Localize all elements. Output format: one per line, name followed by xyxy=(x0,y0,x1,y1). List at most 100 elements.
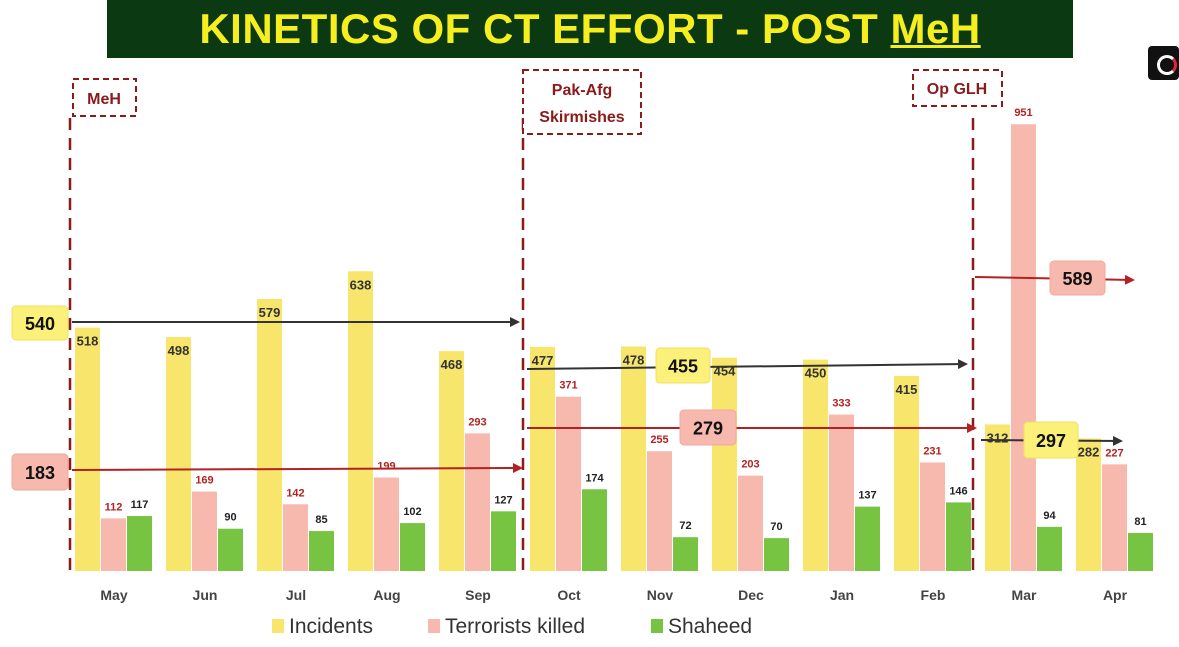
bar-incidents-feb xyxy=(894,376,919,571)
x-axis-labels: May Jun Jul Aug Sep Oct Nov Dec Jan Feb Mar Apr xyxy=(100,587,1127,603)
data-label-shaheed-mar: 94 xyxy=(1043,510,1056,522)
legend-label-shaheed: Shaheed xyxy=(668,615,752,638)
data-label-terrorists-killed-aug: 199 xyxy=(377,461,395,473)
channel-logo-icon xyxy=(1148,46,1179,80)
data-label-shaheed-nov: 72 xyxy=(679,520,691,532)
data-label-incidents-sep: 468 xyxy=(441,357,463,372)
bar-incidents-jul xyxy=(257,298,282,571)
bar-shaheed-feb xyxy=(946,502,971,571)
x-tick-label-nov: Nov xyxy=(647,587,674,603)
bar-incidents-jun xyxy=(166,337,191,571)
average-badge-text-455: 455 xyxy=(668,357,698,377)
average-badge-589 xyxy=(1049,260,1106,296)
bar-shaheed-sep xyxy=(491,511,516,571)
chart-title-underlined: MeH xyxy=(890,5,981,52)
data-label-shaheed-dec: 70 xyxy=(770,521,782,533)
bar-terrorists-killed-jan xyxy=(829,414,854,571)
title-bar: KINETICS OF CT EFFORT - POST MeH xyxy=(107,0,1073,58)
average-badge-540 xyxy=(11,305,69,341)
data-label-terrorists-killed-jul: 142 xyxy=(286,487,304,499)
legend-swatch-shaheed xyxy=(651,619,663,633)
chart-title: KINETICS OF CT EFFORT - POST MeH xyxy=(199,5,980,53)
bar-incidents-oct xyxy=(530,346,555,571)
average-line-183 xyxy=(71,463,523,474)
x-tick-label-dec: Dec xyxy=(738,587,764,603)
average-badge-text-589: 589 xyxy=(1062,269,1092,289)
data-label-terrorists-killed-mar: 951 xyxy=(1014,107,1032,119)
data-label-shaheed-feb: 146 xyxy=(949,485,967,497)
average-badge-text-297: 297 xyxy=(1036,431,1066,451)
bar-terrorists-killed-nov xyxy=(647,451,672,571)
data-label-shaheed-oct: 174 xyxy=(585,472,604,484)
bar-shaheed-jan xyxy=(855,506,880,571)
data-label-shaheed-sep: 127 xyxy=(494,494,512,506)
data-label-incidents-jul: 579 xyxy=(259,305,281,320)
data-label-shaheed-aug: 102 xyxy=(403,506,421,518)
data-label-incidents-apr: 282 xyxy=(1078,445,1100,460)
bar-terrorists-killed-feb xyxy=(920,462,945,571)
legend: Incidents Terrorists killed Shaheed xyxy=(272,615,752,638)
bar-terrorists-killed-may xyxy=(101,518,126,571)
average-badge-455 xyxy=(655,347,711,384)
average-badge-279 xyxy=(679,409,737,446)
data-label-incidents-aug: 638 xyxy=(350,277,372,292)
bar-incidents-dec xyxy=(712,357,737,571)
x-tick-label-feb: Feb xyxy=(921,587,946,603)
data-label-terrorists-killed-feb: 231 xyxy=(923,445,941,457)
data-label-incidents-feb: 415 xyxy=(896,382,918,397)
bar-incidents-mar xyxy=(985,424,1010,571)
data-label-terrorists-killed-apr: 227 xyxy=(1105,447,1123,459)
phase-label-box-3 xyxy=(912,69,1003,107)
x-tick-label-may: May xyxy=(100,587,127,603)
bar-terrorists-killed-mar xyxy=(1011,124,1036,572)
x-tick-label-mar: Mar xyxy=(1012,587,1037,603)
x-tick-label-aug: Aug xyxy=(373,587,400,603)
data-label-incidents-mar: 312 xyxy=(987,430,1009,445)
average-badge-297 xyxy=(1023,421,1079,459)
x-tick-label-oct: Oct xyxy=(557,587,581,603)
average-badge-183 xyxy=(11,453,69,491)
data-label-terrorists-killed-jan: 333 xyxy=(832,398,850,410)
phase-label-text-2-2: Skirmishes xyxy=(539,109,624,126)
bar-shaheed-dec xyxy=(764,538,789,571)
bar-incidents-sep xyxy=(439,351,464,571)
bar-terrorists-killed-dec xyxy=(738,475,763,571)
phase-label-text-2-1: Pak-Afg xyxy=(552,82,612,99)
phase-label-box-1 xyxy=(72,78,137,117)
legend-label-incidents: Incidents xyxy=(289,615,373,638)
data-label-shaheed-may: 117 xyxy=(131,499,149,511)
average-line-455 xyxy=(526,359,968,370)
phase-label-text-1-1: MeH xyxy=(87,91,121,108)
bar-shaheed-aug xyxy=(400,523,425,571)
bar-terrorists-killed-aug xyxy=(374,477,399,571)
phase-label-text-3-1: Op GLH xyxy=(927,81,987,98)
data-label-terrorists-killed-sep: 293 xyxy=(468,416,486,428)
bar-incidents-jan xyxy=(803,359,828,571)
data-label-terrorists-killed-dec: 203 xyxy=(741,459,759,471)
legend-label-terrorists-killed: Terrorists killed xyxy=(445,615,585,638)
bar-terrorists-killed-apr xyxy=(1102,464,1127,571)
data-label-incidents-jan: 450 xyxy=(805,366,827,381)
legend-swatch-terrorists-killed xyxy=(428,619,440,633)
data-label-shaheed-jan: 137 xyxy=(858,490,876,502)
legend-swatch-incidents xyxy=(272,619,284,633)
data-label-incidents-oct: 477 xyxy=(532,353,554,368)
x-tick-label-jun: Jun xyxy=(193,587,218,603)
data-label-incidents-nov: 478 xyxy=(623,352,645,367)
phase-markers: MeH Pak-Afg Skirmishes Op GLH xyxy=(68,69,1003,573)
average-badge-text-540: 540 xyxy=(25,314,55,334)
x-tick-label-jan: Jan xyxy=(830,587,854,603)
bar-terrorists-killed-oct xyxy=(556,396,581,571)
data-label-terrorists-killed-may: 112 xyxy=(105,501,123,513)
x-tick-label-apr: Apr xyxy=(1103,587,1128,603)
average-badge-text-183: 183 xyxy=(25,463,55,483)
bar-terrorists-killed-jun xyxy=(192,491,217,571)
average-lines: 540 183 455 279 589 297 xyxy=(11,260,1135,491)
bar-incidents-apr xyxy=(1076,438,1101,571)
bar-incidents-aug xyxy=(348,271,373,571)
data-label-incidents-jun: 498 xyxy=(168,343,190,358)
data-label-shaheed-jun: 90 xyxy=(224,512,236,524)
data-label-terrorists-killed-nov: 255 xyxy=(650,434,668,446)
